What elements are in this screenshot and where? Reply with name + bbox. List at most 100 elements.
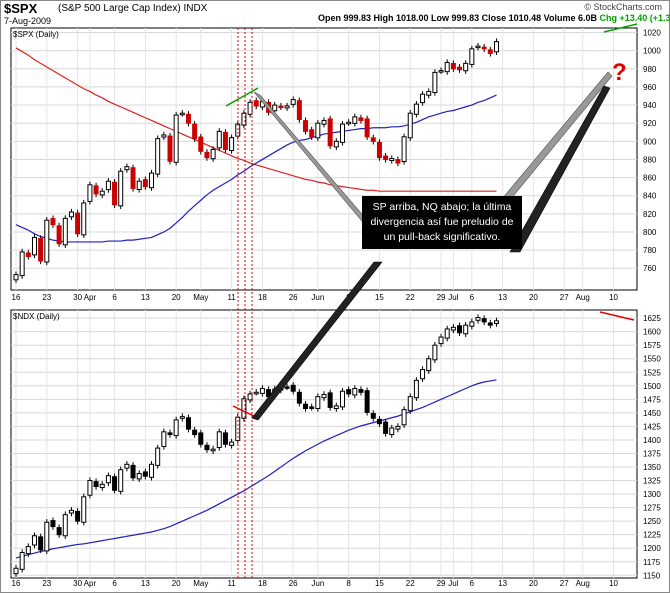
ndx-y-tick-label: 1150 bbox=[643, 571, 661, 580]
ndx-candle-body bbox=[31, 535, 37, 546]
ndx-x-tick-label: 13 bbox=[498, 579, 507, 588]
spx-candle-body bbox=[407, 112, 413, 139]
spx-x-tick-label: 22 bbox=[406, 293, 415, 302]
spx-y-tick-label: 1020 bbox=[643, 29, 661, 38]
spx-x-tick-label: 20 bbox=[529, 293, 538, 302]
divergence-callout: SP arriba, NQ abajo; la última divergenc… bbox=[362, 196, 522, 249]
spx-x-tick-label: Jul bbox=[448, 293, 458, 302]
ndx-divergence-trend-aug bbox=[599, 311, 635, 321]
spx-y-tick-label: 800 bbox=[643, 228, 657, 237]
ndx-candle-body bbox=[136, 473, 142, 480]
spx-candle-body bbox=[93, 185, 99, 195]
spx-candle-body bbox=[413, 103, 419, 115]
spx-y-tick-label: 900 bbox=[643, 137, 657, 146]
spx-candle-body bbox=[450, 62, 456, 70]
ndx-candle-body bbox=[81, 496, 87, 523]
ndx-candle-body bbox=[259, 388, 265, 394]
ndx-x-tick-label: 6 bbox=[470, 579, 475, 588]
spx-y-tick-label: 960 bbox=[643, 83, 657, 92]
ndx-y-tick-label: 1325 bbox=[643, 477, 661, 486]
ndx-candle-body bbox=[444, 328, 450, 339]
spx-candle-body bbox=[339, 123, 345, 143]
ndx-candle-body bbox=[284, 386, 290, 389]
ndx-x-tick-label: 20 bbox=[172, 579, 181, 588]
ndx-y-tick-label: 1475 bbox=[643, 395, 661, 404]
spx-y-tick-label: 940 bbox=[643, 101, 657, 110]
ndx-candle-body bbox=[161, 431, 167, 447]
ndx-candle-body bbox=[389, 427, 395, 436]
chart-date: 7-Aug-2009 bbox=[4, 16, 52, 26]
spx-candle-body bbox=[87, 184, 93, 202]
spx-candle-body bbox=[142, 179, 148, 188]
ndx-y-tick-label: 1625 bbox=[643, 314, 661, 323]
spx-moving-average-line bbox=[15, 94, 497, 243]
spx-y-tick-label: 820 bbox=[643, 210, 657, 219]
ndx-candle-body bbox=[247, 393, 253, 401]
spx-candle-body bbox=[149, 172, 155, 189]
spx-candle-body bbox=[315, 122, 321, 139]
ndx-candle-body bbox=[457, 325, 463, 334]
ohlc-stats: Open 999.83 High 1018.00 Low 999.83 Clos… bbox=[318, 13, 597, 23]
spx-y-tick-label: 980 bbox=[643, 65, 657, 74]
spx-candle-body bbox=[68, 211, 74, 218]
spx-y-tick-label: 920 bbox=[643, 119, 657, 128]
ndx-candle-body bbox=[413, 379, 419, 399]
ndx-candle-body bbox=[216, 431, 222, 449]
spx-x-tick-label: 6 bbox=[470, 293, 475, 302]
ndx-y-tick-label: 1375 bbox=[643, 449, 661, 458]
ndx-candle-body bbox=[173, 419, 179, 437]
spx-candle-body bbox=[352, 116, 358, 124]
spx-candle-body bbox=[99, 190, 105, 196]
ndx-candle-body bbox=[333, 405, 339, 410]
callout-pointer-ndx-may bbox=[251, 261, 383, 421]
spx-x-tick-label: 18 bbox=[258, 293, 267, 302]
ndx-candle-body bbox=[303, 403, 309, 410]
spx-x-tick-label: May bbox=[193, 293, 208, 302]
ndx-x-tick-label: May bbox=[193, 579, 208, 588]
spx-candle-body bbox=[75, 212, 81, 235]
ndx-candle-body bbox=[346, 389, 352, 395]
ndx-candle-body bbox=[290, 384, 296, 392]
ndx-y-tick-label: 1275 bbox=[643, 504, 661, 513]
ndx-x-tick-label: 8 bbox=[346, 579, 351, 588]
spx-x-tick-label: 30 bbox=[73, 293, 82, 302]
ndx-candle-body bbox=[167, 432, 173, 436]
spx-y-tick-label: 1000 bbox=[643, 47, 661, 56]
spx-candle-body bbox=[469, 48, 475, 65]
ndx-y-tick-label: 1300 bbox=[643, 490, 661, 499]
stockcharts-watermark: © StockCharts.com bbox=[584, 2, 662, 12]
spx-candle-body bbox=[105, 180, 111, 191]
spx-candle-body bbox=[210, 148, 216, 160]
ndx-candle-body bbox=[432, 344, 438, 361]
spx-y-tick-label: 760 bbox=[643, 264, 657, 273]
spx-x-tick-label: 23 bbox=[42, 293, 51, 302]
ndx-candle-body bbox=[426, 358, 432, 372]
spx-candle-body bbox=[31, 236, 37, 256]
spx-candle-body bbox=[44, 219, 50, 263]
ndx-candle-body bbox=[25, 546, 31, 555]
spx-candle-body bbox=[389, 158, 395, 162]
spx-candle-body bbox=[463, 62, 469, 72]
ndx-candle-body bbox=[370, 412, 376, 419]
ndx-candle-body bbox=[19, 552, 25, 570]
spx-x-tick-label: 29 bbox=[437, 293, 446, 302]
ndx-x-tick-label: 6 bbox=[112, 579, 117, 588]
ndx-candle-body bbox=[321, 393, 327, 399]
spx-candle-body bbox=[19, 251, 25, 277]
ndx-candle-body bbox=[210, 448, 216, 452]
question-mark: ? bbox=[612, 59, 627, 86]
ndx-y-tick-label: 1400 bbox=[643, 436, 661, 445]
ndx-plot-area bbox=[10, 309, 638, 579]
spx-candle-body bbox=[241, 112, 247, 126]
spx-candle-body bbox=[327, 118, 333, 147]
spx-candle-body bbox=[13, 274, 19, 281]
ndx-candle-body bbox=[487, 322, 493, 326]
ndx-candle-body bbox=[407, 396, 413, 412]
ndx-candle-body bbox=[383, 421, 389, 434]
spx-candle-body bbox=[309, 129, 315, 138]
spx-candle-body bbox=[118, 170, 124, 207]
spx-x-tick-label: 10 bbox=[609, 293, 618, 302]
ndx-moving-average-line bbox=[15, 379, 497, 559]
ndx-x-tick-label: 15 bbox=[375, 579, 384, 588]
